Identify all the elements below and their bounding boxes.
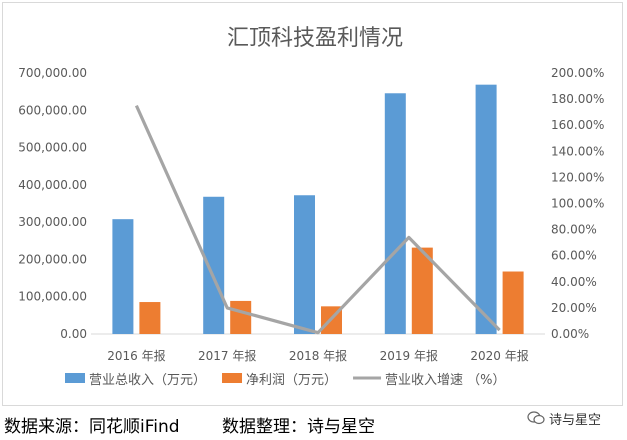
y-left-tick-label: 500,000.00	[18, 141, 87, 155]
bar	[411, 247, 433, 334]
bar	[384, 93, 406, 335]
y-left-tick-label: 700,000.00	[18, 66, 87, 80]
legend-label: 营业收入增速 （%）	[385, 373, 506, 388]
y-left-tick-label: 0.00	[60, 327, 87, 341]
data-source-text: 数据来源：同花顺iFind	[4, 417, 180, 437]
x-tick-label: 2017 年报	[198, 348, 256, 363]
y-left-tick-label: 100,000.00	[18, 290, 87, 304]
bar	[230, 300, 252, 334]
bar	[502, 271, 524, 334]
y-right-tick-label: 100.00%	[551, 197, 604, 211]
y-right-tick-label: 0.00%	[551, 327, 589, 341]
y-right-tick-label: 160.00%	[551, 118, 604, 132]
y-right-tick-label: 180.00%	[551, 92, 604, 106]
x-tick-label: 2016 年报	[107, 348, 165, 363]
chart-frame: 汇顶科技盈利情况 0.00 100,000.00 200,000.00 300,000…	[2, 2, 623, 406]
y-right-tick-label: 40.00%	[551, 275, 597, 289]
bars-layer	[112, 84, 524, 335]
line-series	[134, 104, 501, 335]
line-layer	[134, 104, 501, 335]
watermark: 诗与星空	[527, 408, 601, 428]
y-left-tick-label: 600,000.00	[18, 103, 87, 117]
data-editor-text: 数据整理：诗与星空	[222, 417, 375, 437]
legend-label: 营业总收入（万元）	[89, 373, 206, 388]
y-left-tick-label: 300,000.00	[18, 215, 87, 229]
y-left-tick-label: 400,000.00	[18, 178, 87, 192]
legend-swatch	[65, 373, 85, 383]
y-right-tick-label: 120.00%	[551, 170, 604, 184]
footer: 数据来源：同花顺iFind 数据整理：诗与星空	[0, 408, 627, 440]
y-right-tick-label: 20.00%	[551, 301, 597, 315]
y-right-tick-label: 200.00%	[551, 66, 604, 80]
chart-svg: 汇顶科技盈利情况 0.00 100,000.00 200,000.00 300,000…	[18, 26, 604, 388]
watermark-text: 诗与星空	[549, 412, 602, 428]
bar	[203, 196, 225, 334]
bar	[139, 302, 161, 334]
bar	[112, 219, 134, 334]
axes-layer: 0.00 100,000.00 200,000.00 300,000.00 400,00…	[18, 66, 604, 363]
y-right-tick-label: 80.00%	[551, 223, 597, 237]
x-tick-label: 2019 年报	[380, 348, 438, 363]
y-left-tick-label: 200,000.00	[18, 252, 87, 266]
y-right-tick-label: 140.00%	[551, 144, 604, 158]
wechat-icon	[527, 411, 545, 425]
legend-layer: 营业总收入（万元） 净利润（万元） 营业收入增速 （%）	[65, 373, 506, 388]
y-right-tick-label: 60.00%	[551, 249, 597, 263]
legend-label: 净利润（万元）	[246, 373, 337, 388]
x-tick-label: 2018 年报	[289, 348, 347, 363]
chart-title: 汇顶科技盈利情况	[227, 26, 403, 51]
bar	[294, 195, 315, 334]
legend-swatch	[222, 373, 243, 383]
bar	[475, 84, 497, 334]
x-tick-label: 2020 年报	[470, 348, 528, 363]
